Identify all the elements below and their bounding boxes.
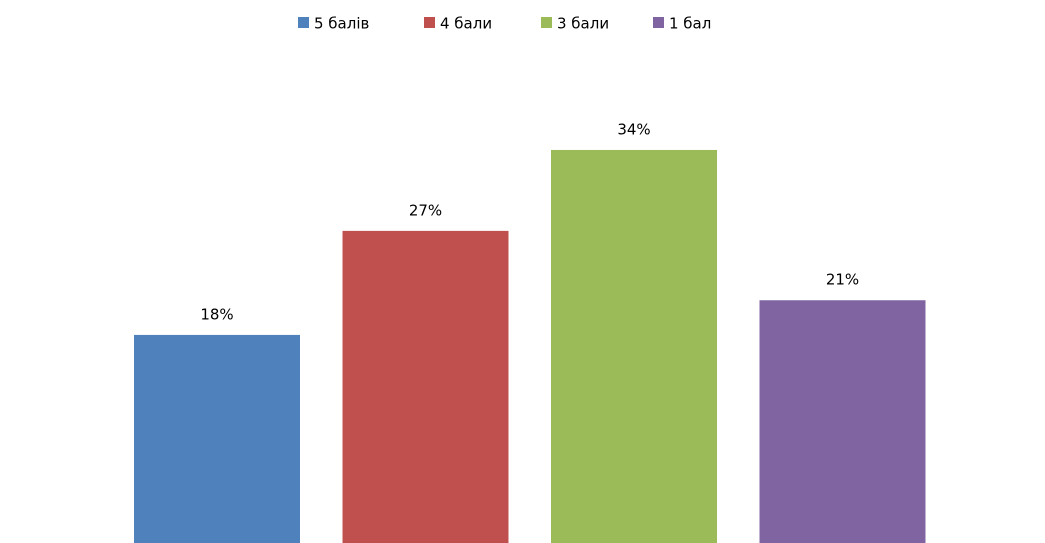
bar	[759, 300, 926, 543]
legend-label: 1 бал	[669, 15, 711, 33]
legend-swatch	[424, 17, 435, 28]
data-label: 34%	[617, 120, 650, 138]
data-label: 18%	[200, 305, 233, 323]
legend-swatch	[653, 17, 664, 28]
data-label: 21%	[826, 271, 859, 289]
bar	[342, 230, 509, 543]
bar	[134, 334, 300, 543]
bar	[551, 149, 717, 543]
legend-label: 3 бали	[557, 15, 609, 33]
data-label: 27%	[409, 201, 442, 219]
legend-swatch	[298, 17, 309, 28]
legend-label: 5 балів	[314, 15, 369, 33]
legend-swatch	[541, 17, 552, 28]
legend-label: 4 бали	[440, 15, 492, 33]
